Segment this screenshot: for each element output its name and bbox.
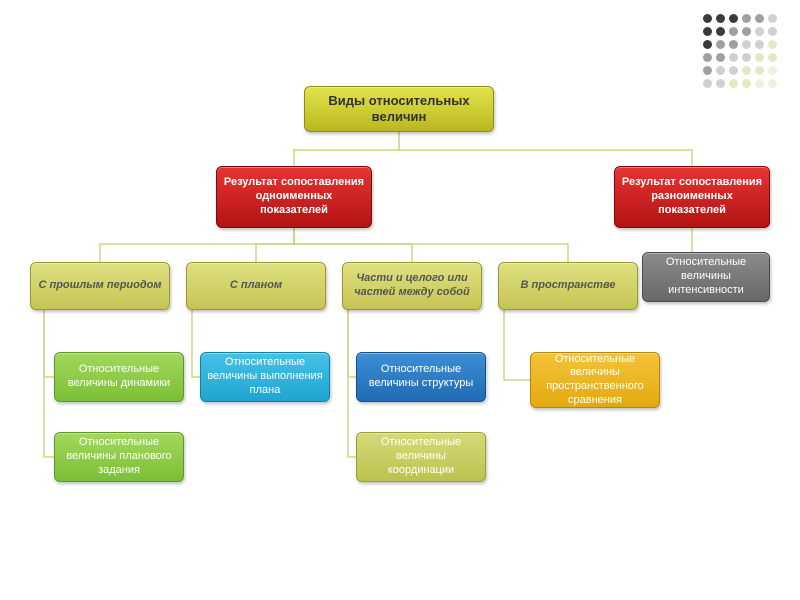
leaf-spatial: Относительные величины пространственного…: [530, 352, 660, 408]
leaf-structure: Относительные величины структуры: [356, 352, 486, 402]
node-intensity: Относительные величины интенсивности: [642, 252, 770, 302]
dot: [729, 14, 738, 23]
root-label: Виды относительных величин: [311, 93, 487, 126]
dot: [755, 14, 764, 23]
dot: [716, 27, 725, 36]
node-plan: С планом: [186, 262, 326, 310]
dot: [742, 79, 751, 88]
dot: [755, 66, 764, 75]
dot: [755, 40, 764, 49]
node-past: С прошлым периодом: [30, 262, 170, 310]
dot: [716, 79, 725, 88]
dot: [768, 27, 777, 36]
dot: [729, 53, 738, 62]
dot: [716, 40, 725, 49]
dot: [768, 53, 777, 62]
dot: [742, 14, 751, 23]
dot: [703, 66, 712, 75]
dot: [729, 66, 738, 75]
dot: [742, 53, 751, 62]
dot: [729, 27, 738, 36]
node-label: Относительные величины динамики: [61, 363, 177, 391]
node-label: В пространстве: [521, 279, 616, 293]
node-label: Результат сопоставления разноименных пок…: [621, 176, 763, 217]
dot: [755, 53, 764, 62]
dot: [729, 40, 738, 49]
dot: [703, 53, 712, 62]
dot: [755, 79, 764, 88]
dot: [729, 79, 738, 88]
leaf-plan-exec: Относительные величины выполнения плана: [200, 352, 330, 402]
dot: [703, 14, 712, 23]
dot: [703, 40, 712, 49]
node-parts: Части и целого или частей между собой: [342, 262, 482, 310]
node-label: Относительные величины структуры: [363, 363, 479, 391]
dot: [716, 14, 725, 23]
dot: [768, 14, 777, 23]
dot: [742, 66, 751, 75]
dot: [703, 79, 712, 88]
dot: [703, 27, 712, 36]
leaf-plan-target: Относительные величины планового задания: [54, 432, 184, 482]
node-space: В пространстве: [498, 262, 638, 310]
node-label: С прошлым периодом: [38, 279, 161, 293]
node-result-diff: Результат сопоставления разноименных пок…: [614, 166, 770, 228]
dot: [768, 79, 777, 88]
node-label: Относительные величины пространственного…: [537, 353, 653, 408]
dot: [755, 27, 764, 36]
root-node: Виды относительных величин: [304, 86, 494, 132]
node-label: Относительные величины выполнения плана: [207, 356, 323, 397]
dot: [716, 53, 725, 62]
leaf-dynamics: Относительные величины динамики: [54, 352, 184, 402]
leaf-coordination: Относительные величины координации: [356, 432, 486, 482]
dot: [768, 40, 777, 49]
dot: [768, 66, 777, 75]
dot: [742, 40, 751, 49]
node-label: Части и целого или частей между собой: [349, 272, 475, 300]
dot: [742, 27, 751, 36]
node-result-same: Результат сопоставления одноименных пока…: [216, 166, 372, 228]
node-label: Относительные величины интенсивности: [649, 256, 763, 297]
decorative-dot-grid: [703, 14, 778, 89]
node-label: Относительные величины планового задания: [61, 436, 177, 477]
node-label: С планом: [230, 279, 282, 293]
node-label: Относительные величины координации: [363, 436, 479, 477]
dot: [716, 66, 725, 75]
node-label: Результат сопоставления одноименных пока…: [223, 176, 365, 217]
